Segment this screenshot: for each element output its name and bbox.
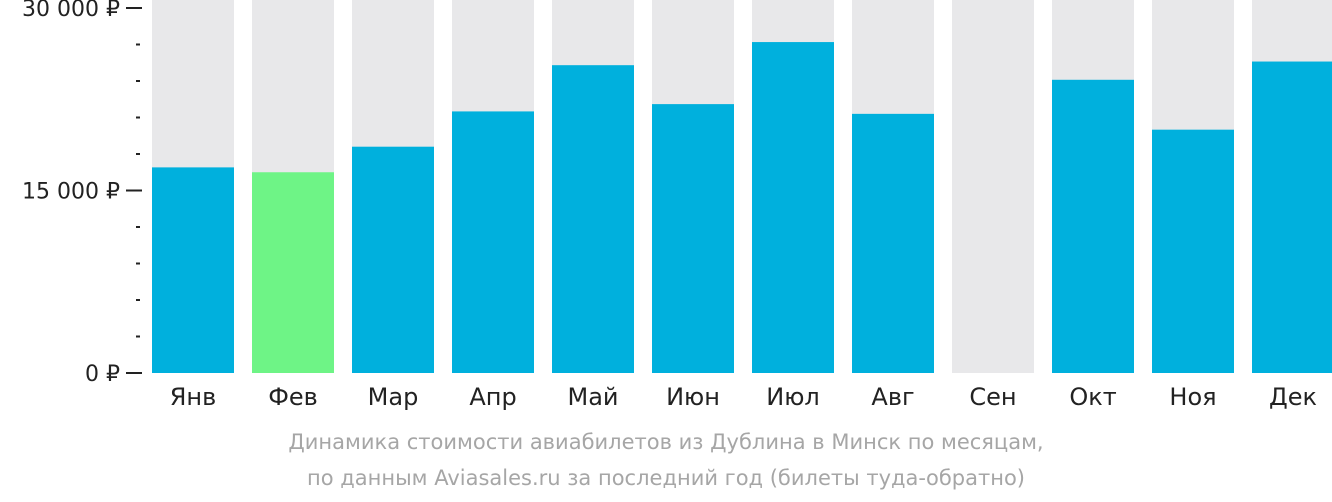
bar bbox=[1252, 61, 1332, 374]
bar-chart: 0 ₽ 15 000 ₽ 30 000 ₽ Янв Фев Мар Апр Май Июн Июл… bbox=[22, 0, 1332, 411]
bar bbox=[152, 167, 234, 373]
bar bbox=[252, 172, 334, 373]
x-tick-label: Ноя bbox=[1169, 383, 1216, 411]
x-tick-label: Янв bbox=[170, 383, 217, 411]
bar bbox=[1052, 79, 1134, 374]
bar bbox=[352, 146, 434, 373]
chart-caption-line-2: по данным Aviasales.ru за последний год … bbox=[307, 466, 1025, 490]
bar bbox=[752, 42, 834, 374]
bar bbox=[452, 111, 534, 374]
x-tick-label: Мар bbox=[368, 383, 419, 411]
x-tick-label: Апр bbox=[469, 383, 516, 411]
x-tick-label: Сен bbox=[969, 383, 1016, 411]
bar bbox=[652, 104, 734, 373]
y-tick-label: 30 000 ₽ bbox=[22, 0, 120, 22]
x-tick-label: Окт bbox=[1069, 383, 1116, 411]
bar bbox=[1152, 129, 1234, 373]
x-tick-label: Фев bbox=[268, 383, 318, 411]
chart-caption-line-1: Динамика стоимости авиабилетов из Дублин… bbox=[288, 430, 1044, 454]
x-tick-label: Дек bbox=[1269, 383, 1317, 411]
bar-background bbox=[952, 0, 1034, 373]
y-tick-label: 0 ₽ bbox=[85, 362, 120, 387]
x-tick-label: Июн bbox=[666, 383, 720, 411]
x-tick-label: Июл bbox=[766, 383, 820, 411]
x-tick-label: Авг bbox=[871, 383, 914, 411]
bar bbox=[852, 113, 934, 373]
bar bbox=[552, 65, 634, 373]
y-tick-label: 15 000 ₽ bbox=[22, 180, 120, 205]
x-tick-label: Май bbox=[567, 383, 618, 411]
